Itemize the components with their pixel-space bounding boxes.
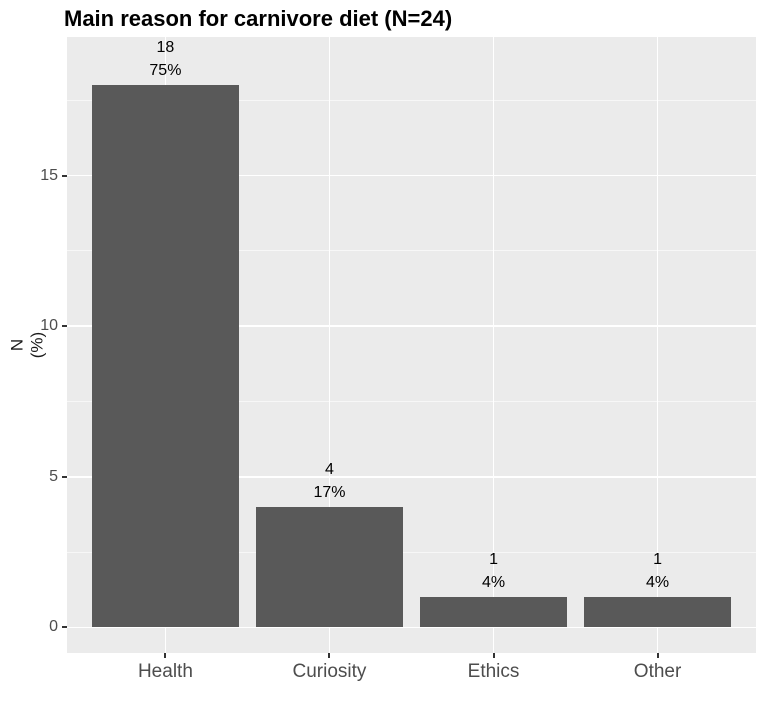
x-tick-mark — [328, 653, 331, 658]
gridline-major-h — [67, 626, 756, 629]
y-axis-title-line2: (%) — [27, 331, 46, 359]
bar-other — [583, 597, 732, 628]
x-tick-label: Health — [137, 661, 193, 682]
gridline-minor-h — [67, 551, 756, 553]
x-tick-mark — [656, 653, 659, 658]
y-tick-mark — [62, 325, 67, 328]
y-tick-label: 0 — [49, 618, 58, 636]
gridline-minor-h — [67, 99, 756, 101]
y-axis-title-line1: N — [7, 338, 27, 352]
bar-health — [91, 85, 240, 628]
bar-percent-label: 17% — [313, 483, 346, 501]
y-tick-label: 15 — [40, 166, 58, 184]
x-tick-label: Other — [633, 661, 682, 682]
plot-panel — [67, 37, 756, 653]
y-tick-label: 10 — [40, 317, 58, 335]
x-tick-mark — [164, 653, 167, 658]
y-tick-mark — [62, 626, 67, 629]
y-tick-label: 5 — [49, 467, 58, 485]
x-tick-label: Curiosity — [292, 661, 367, 682]
gridline-minor-h — [67, 401, 756, 403]
bar-value-label: 1 — [653, 551, 663, 569]
chart-title: Main reason for carnivore diet (N=24) — [64, 6, 453, 31]
gridline-major-h — [67, 476, 756, 478]
x-tick-label: Ethics — [467, 661, 520, 682]
bar-value-label: 4 — [325, 460, 334, 478]
gridline-major-v — [328, 37, 331, 653]
y-tick-mark — [62, 174, 67, 177]
gridline-minor-h — [67, 250, 756, 252]
bar-ethics — [419, 597, 568, 628]
bar-value-label: 1 — [489, 551, 498, 569]
y-axis-title: N (%) — [7, 332, 46, 358]
bar-percent-label: 4% — [646, 574, 670, 592]
bar-curiosity — [255, 506, 404, 628]
y-tick-mark — [62, 475, 67, 478]
x-tick-mark — [492, 653, 495, 658]
gridline-major-v — [492, 37, 495, 653]
bar-percent-label: 75% — [149, 62, 182, 80]
gridline-major-v — [656, 37, 659, 653]
bar-percent-label: 4% — [481, 574, 506, 592]
gridline-major-h — [67, 174, 756, 177]
gridline-major-h — [67, 325, 756, 327]
bar-value-label: 18 — [156, 39, 175, 57]
